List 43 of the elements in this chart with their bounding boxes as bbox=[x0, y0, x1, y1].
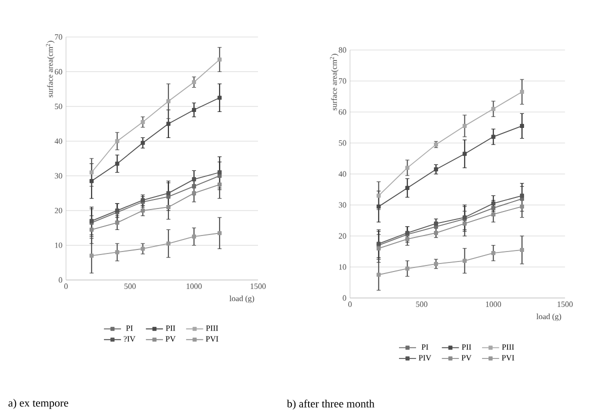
y-tick-label: 10 bbox=[339, 264, 346, 270]
y-tick-label: 70 bbox=[339, 78, 346, 84]
y-tick-label: 0 bbox=[342, 295, 346, 301]
y-axis-title: surface area(cm$^{2}$) bbox=[46, 40, 54, 98]
x-tick-label: 0 bbox=[348, 302, 352, 307]
x-tick-label: 1500 bbox=[558, 302, 573, 307]
y-tick-label: 0 bbox=[58, 277, 62, 283]
y-tick-label: 10 bbox=[55, 242, 62, 248]
legend-label: PVI bbox=[206, 336, 218, 342]
y-axis-title: surface area(cm$^{2}$) bbox=[330, 54, 338, 110]
y-tick-label: 30 bbox=[54, 173, 62, 179]
text: a) ex tempore bbox=[8, 398, 68, 409]
x-axis-title: load (g) bbox=[536, 314, 562, 321]
y-tick-label: 50 bbox=[54, 104, 62, 110]
legend-label: PI bbox=[422, 344, 428, 350]
y-tick-label: 20 bbox=[54, 208, 62, 214]
y-tick-label: 60 bbox=[54, 69, 62, 74]
legend-label: PV bbox=[462, 355, 472, 360]
legend-label: PV bbox=[166, 336, 176, 342]
x-axis-title: load (g) bbox=[230, 296, 254, 303]
legend-label: ?IV bbox=[124, 336, 136, 342]
legend-label: PI bbox=[126, 325, 133, 331]
y-tick-label: 20 bbox=[338, 233, 346, 239]
legend-label: PVI bbox=[502, 355, 514, 360]
y-tick-label: 30 bbox=[338, 202, 346, 208]
y-tick-label: 40 bbox=[54, 138, 62, 144]
y-tick-label: 40 bbox=[338, 171, 346, 177]
legend-label: PIII bbox=[502, 344, 514, 350]
legend-label: PIV bbox=[418, 355, 432, 360]
y-tick-label: 80 bbox=[338, 47, 346, 53]
x-tick-label: 500 bbox=[124, 284, 136, 289]
x-tick-label: 1000 bbox=[486, 302, 502, 307]
x-tick-label: 0 bbox=[64, 284, 68, 289]
legend-label: PII bbox=[166, 325, 176, 331]
y-tick-label: 60 bbox=[338, 109, 346, 115]
x-tick-label: 1000 bbox=[186, 284, 202, 289]
text: b) after three month bbox=[286, 400, 374, 410]
y-tick-label: 50 bbox=[338, 140, 346, 146]
legend-label: PIII bbox=[206, 325, 218, 331]
x-tick-label: 1500 bbox=[250, 284, 266, 289]
legend-label: PII bbox=[462, 344, 472, 350]
x-tick-label: 500 bbox=[416, 302, 428, 307]
y-tick-label: 70 bbox=[55, 34, 62, 40]
